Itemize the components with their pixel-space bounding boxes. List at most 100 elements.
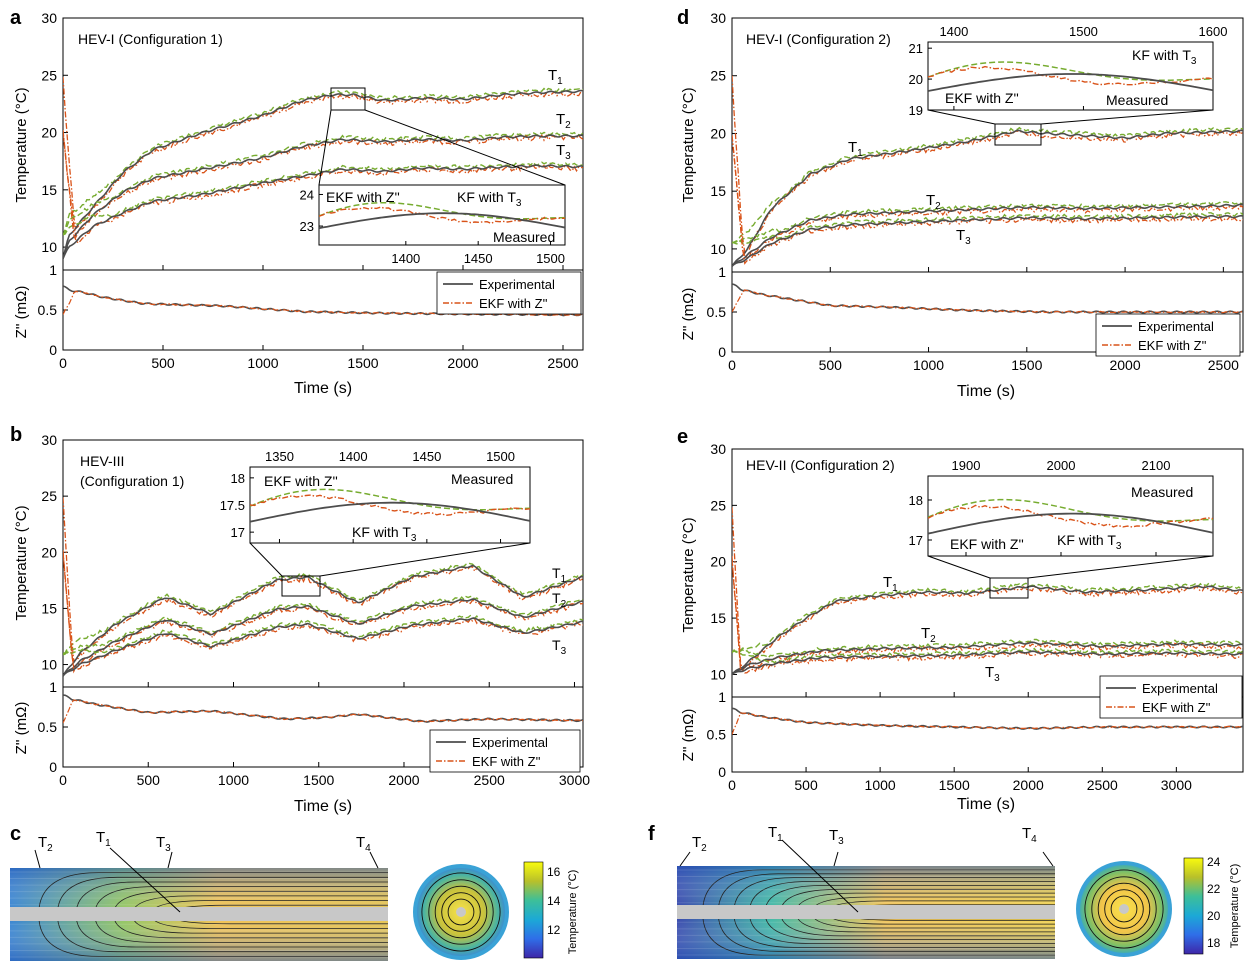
- inset-y-tick-label: 17: [231, 525, 245, 540]
- y-tick-label: 20: [41, 544, 57, 560]
- disc-isotherm: [421, 872, 501, 952]
- y-axis-label: Temperature (°C): [680, 87, 697, 202]
- y-tick-label: 15: [41, 600, 57, 616]
- y-tick-label: 25: [710, 68, 726, 84]
- isotherm: [38, 872, 388, 915]
- x-tick-label: 3000: [1161, 777, 1192, 793]
- inset-measured-line: [928, 73, 1213, 92]
- measured-line-T3: [63, 164, 583, 259]
- kf-line-T1: [732, 126, 1243, 244]
- isotherm: [38, 914, 388, 957]
- inset-label-kf: KF with T3: [1132, 47, 1197, 67]
- panel-letter: f: [648, 823, 655, 845]
- x-tick-label: 500: [819, 357, 843, 373]
- panel-f: f T2 T1 T3 T4 24 22 20 18 Temperature (°…: [648, 823, 1241, 959]
- series-label-T1: T1: [848, 139, 863, 159]
- inset-x-tick-label: 1350: [265, 449, 294, 464]
- z-tick-label: 0: [49, 759, 57, 775]
- zoom-connector: [927, 555, 991, 579]
- inset-ekf-line: [319, 206, 565, 225]
- legend-d: Experimental EKF with Z'': [1095, 313, 1241, 357]
- colorbar-tick: 18: [1207, 936, 1221, 950]
- series-label-T3: T3: [552, 637, 567, 657]
- isotherm: [733, 912, 1055, 948]
- z-tick-label: 0: [49, 342, 57, 358]
- legend-frame: [1099, 675, 1243, 719]
- panel-title: HEV-I (Configuration 1): [78, 31, 223, 47]
- inset-kf-line: [928, 498, 1213, 522]
- inset-frame: [927, 475, 1214, 557]
- kf-line-T3: [63, 614, 583, 656]
- disc-isotherm: [441, 892, 481, 932]
- inset-e: 1900 2000 2100 17 18: [909, 458, 1214, 557]
- y-tick-label: 15: [710, 183, 726, 199]
- y-tick-label: 30: [710, 441, 726, 457]
- ekf-line-T2: [63, 129, 583, 239]
- z-tick-label: 1: [49, 679, 57, 695]
- z-axis-label: Z'' (mΩ): [680, 709, 697, 762]
- measured-line-T3: [732, 650, 1243, 676]
- cell-end-view: [1076, 861, 1172, 957]
- colorbar-ticks: 16 14 12: [547, 865, 561, 937]
- mandrel: [10, 907, 388, 921]
- x-tick-label: 500: [794, 777, 818, 793]
- y-axis-label: Temperature (°C): [13, 87, 30, 202]
- inset-b: 1350 1400 1450 1500 17 17.5 18: [220, 449, 531, 544]
- inset-measured-line: [250, 501, 530, 523]
- disc-mandrel: [1119, 904, 1129, 914]
- x-tick-label: 2500: [1208, 357, 1239, 373]
- inset-label-measured: Measured: [1106, 92, 1168, 108]
- colorbar: [1183, 857, 1204, 955]
- inset-label-ekf: EKF with Z'': [264, 473, 338, 489]
- x-tick-label: 2000: [1109, 357, 1140, 373]
- ekf-line-T2: [732, 556, 1243, 672]
- inset-kf-line: [928, 61, 1213, 82]
- colorbar: [523, 861, 544, 959]
- inset-label-kf: KF with T3: [1057, 532, 1122, 552]
- y-tick-label: 25: [41, 488, 57, 504]
- measured-line-T1: [63, 89, 583, 259]
- y-tick-label: 15: [710, 610, 726, 626]
- x-tick-label: 1500: [939, 777, 970, 793]
- inset-label-ekf: EKF with Z'': [950, 536, 1024, 552]
- inset-x-tick-label: 1500: [486, 449, 515, 464]
- panel-title-line2: (Configuration 1): [80, 473, 184, 489]
- measured-line-T3: [732, 214, 1243, 267]
- inset-x-tick-label: 1400: [939, 24, 968, 39]
- disc-isotherm: [1104, 889, 1144, 929]
- kf-line-T2: [63, 131, 583, 236]
- zoom-connector: [1040, 109, 1214, 125]
- panel-b: b HEV-III (Configuration 1) 101520253000…: [10, 424, 590, 815]
- zoom-box: [994, 123, 1042, 146]
- inset-y-tick-label: 24: [300, 187, 314, 202]
- inset-lines: [928, 498, 1213, 535]
- disc-mandrel: [456, 907, 466, 917]
- panel-letter: d: [677, 7, 689, 29]
- inset-label-kf: KF with T3: [457, 189, 522, 209]
- inset-ekf-line: [928, 504, 1213, 528]
- inset-lines: [250, 488, 530, 523]
- sensor-leader-T3: [833, 851, 839, 867]
- sensor-label-T3: T3: [829, 827, 844, 847]
- y-tick-label: 15: [41, 182, 57, 198]
- z-ekf-line: [63, 699, 583, 724]
- inset-y-tick-label: 20: [909, 72, 923, 87]
- colorbar-tick: 22: [1207, 882, 1221, 896]
- series-label-T3: T3: [956, 227, 971, 247]
- inset-x-tick-label: 1900: [952, 458, 981, 473]
- x-tick-label: 2000: [447, 355, 478, 371]
- isotherm: [702, 912, 1055, 956]
- inset-x-tick-label: 1500: [536, 251, 565, 266]
- y-tick-label: 10: [710, 666, 726, 682]
- legend-label-experimental: Experimental: [1142, 681, 1218, 696]
- zoom-connector: [318, 109, 332, 186]
- sensor-label-T1: T1: [96, 829, 111, 849]
- legend-frame: [436, 271, 582, 315]
- disc-isotherm: [428, 879, 494, 945]
- legend-a: Experimental EKF with Z'': [436, 271, 582, 315]
- y-tick-label: 30: [710, 10, 726, 26]
- temperature-lines: [732, 507, 1243, 676]
